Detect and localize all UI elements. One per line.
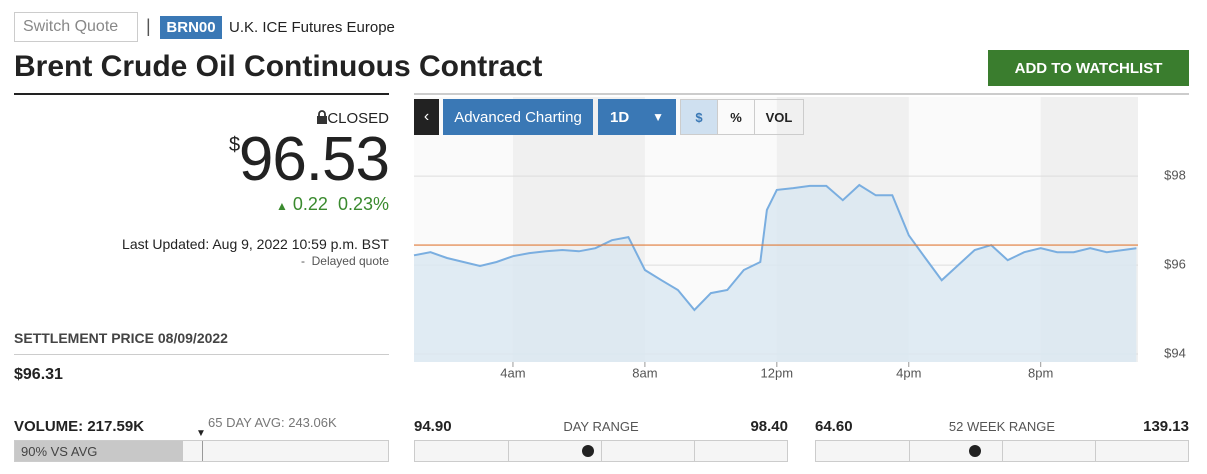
range-divider <box>909 441 910 461</box>
unit-toggle: $% VOL <box>680 99 804 135</box>
period-dropdown[interactable]: 1D ▼ <box>598 99 676 135</box>
x-tick-label: 4pm <box>896 365 921 380</box>
range-low: 94.90 <box>414 418 452 435</box>
currency: $ <box>229 134 241 156</box>
unit-button[interactable]: % <box>717 100 754 134</box>
unit-button[interactable]: VOL <box>754 100 803 134</box>
symbol-badge[interactable]: BRN00 <box>160 16 222 39</box>
range-high: 98.40 <box>750 418 788 435</box>
x-tick-label: 8pm <box>1028 365 1053 380</box>
exchange: U.K. ICE Futures Europe <box>229 19 395 36</box>
period: 1D <box>610 108 630 126</box>
divider <box>14 354 389 355</box>
watchlist-button[interactable]: ADD TO WATCHLIST <box>988 50 1189 86</box>
price-line <box>413 183 1137 312</box>
x-tick-label: 4am <box>500 365 525 380</box>
volume-bar: 90% VS AVG <box>14 440 389 462</box>
last-updated: Last Updated: Aug 9, 2022 10:59 p.m. BST <box>122 236 389 252</box>
page-title: Brent Crude Oil Continuous Contract <box>14 50 543 83</box>
change: ▲ 0.22 0.23% <box>275 194 389 214</box>
range-dot <box>582 445 595 457</box>
range-divider <box>508 441 509 461</box>
dropdown-arrow: ▼ <box>652 110 664 124</box>
market-status: CLOSED <box>327 110 389 127</box>
y-tick-label: $94 <box>1164 345 1186 360</box>
range-label: DAY RANGE <box>563 419 639 434</box>
range-dot <box>969 445 982 457</box>
switch-quote-input[interactable]: Switch Quote <box>14 12 138 42</box>
range-divider <box>694 441 695 461</box>
range-bar <box>414 440 788 462</box>
y-tick-label: $98 <box>1164 168 1186 183</box>
volume-vs-avg: 90% VS AVG <box>21 444 98 459</box>
separator: | <box>146 16 151 36</box>
x-tick-label: 8am <box>632 365 657 380</box>
divider <box>414 93 1189 95</box>
volume-label: VOLUME: 217.59K <box>14 418 145 435</box>
divider <box>14 93 389 95</box>
unit-button[interactable]: $ <box>681 100 717 134</box>
advanced-charting-button[interactable]: Advanced Charting <box>443 99 593 135</box>
delay-note: - Delayed quote <box>301 254 389 268</box>
lock-icon <box>317 110 327 124</box>
area <box>414 185 1137 362</box>
settlement-label: SETTLEMENT PRICE 08/09/2022 <box>14 330 228 346</box>
avg-marker: ▼ <box>196 428 206 439</box>
range-high: 139.13 <box>1143 418 1189 435</box>
range-divider <box>1002 441 1003 461</box>
volume-fill <box>15 441 183 461</box>
settlement-value: $96.31 <box>14 366 63 383</box>
range-label: 52 WEEK RANGE <box>948 419 1056 434</box>
delay-text: Delayed quote <box>311 254 389 268</box>
avg-marker-line <box>201 441 203 461</box>
range-bar <box>815 440 1189 462</box>
x-tick-label: 12pm <box>761 365 794 380</box>
price: 96.53 <box>238 125 390 194</box>
volume-avg: 65 DAY AVG: 243.06K <box>208 415 337 430</box>
collapse-button[interactable]: ‹ <box>414 99 439 135</box>
change-pct: 0.23% <box>337 194 389 214</box>
y-tick-label: $96 <box>1164 257 1186 272</box>
range-divider <box>1095 441 1096 461</box>
range-low: 64.60 <box>815 418 853 435</box>
change-value: 0.22 <box>292 194 328 214</box>
range-divider <box>601 441 602 461</box>
dash: - <box>300 254 305 268</box>
